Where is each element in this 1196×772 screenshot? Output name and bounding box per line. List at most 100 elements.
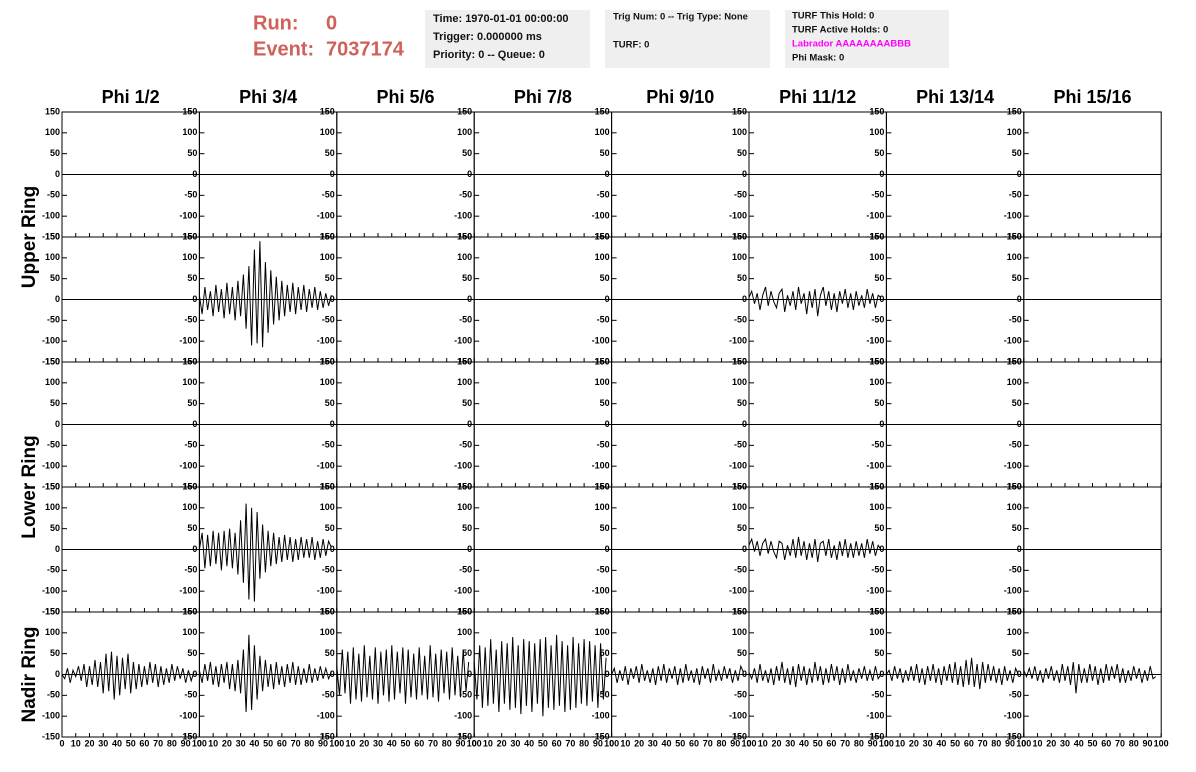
y-tick-label: 0 bbox=[55, 294, 60, 304]
y-tick-label: 0 bbox=[55, 544, 60, 554]
x-tick-label: 50 bbox=[126, 738, 136, 748]
y-tick-label: 100 bbox=[595, 252, 610, 262]
y-tick-label: -50 bbox=[322, 440, 335, 450]
column-title: Phi 5/6 bbox=[376, 87, 434, 107]
y-tick-label: -50 bbox=[47, 690, 60, 700]
x-tick-label: 0 bbox=[609, 738, 614, 748]
y-tick-label: -50 bbox=[734, 440, 747, 450]
y-tick-label: 100 bbox=[457, 627, 472, 637]
y-tick-label: -150 bbox=[42, 731, 60, 741]
y-tick-label: 0 bbox=[605, 544, 610, 554]
x-tick-label: 40 bbox=[249, 738, 259, 748]
y-tick-label: -100 bbox=[592, 461, 610, 471]
y-tick-label: 0 bbox=[1017, 669, 1022, 679]
x-tick-label: 20 bbox=[634, 738, 644, 748]
y-tick-label: -100 bbox=[179, 336, 197, 346]
y-tick-label: -50 bbox=[1009, 190, 1022, 200]
x-tick-label: 70 bbox=[565, 738, 575, 748]
x-tick-label: 0 bbox=[197, 738, 202, 748]
y-tick-label: -100 bbox=[317, 586, 335, 596]
column-title: Phi 15/16 bbox=[1053, 87, 1131, 107]
y-tick-label: 150 bbox=[182, 481, 197, 491]
y-tick-label: -150 bbox=[592, 481, 610, 491]
y-tick-label: -50 bbox=[184, 315, 197, 325]
info-box bbox=[785, 10, 949, 68]
info-text: Priority: 0 -- Queue: 0 bbox=[433, 49, 545, 61]
x-tick-label: 100 bbox=[329, 738, 344, 748]
x-tick-label: 80 bbox=[304, 738, 314, 748]
y-tick-label: 150 bbox=[320, 231, 335, 241]
y-tick-label: -150 bbox=[42, 481, 60, 491]
x-tick-label: 30 bbox=[785, 738, 795, 748]
y-tick-label: -100 bbox=[454, 461, 472, 471]
y-tick-label: 0 bbox=[879, 544, 884, 554]
y-tick-label: 150 bbox=[45, 106, 60, 116]
x-tick-label: 50 bbox=[1087, 738, 1097, 748]
y-tick-label: -50 bbox=[734, 565, 747, 575]
y-tick-label: 100 bbox=[732, 502, 747, 512]
y-tick-label: -150 bbox=[317, 731, 335, 741]
y-tick-label: -100 bbox=[42, 586, 60, 596]
x-tick-label: 100 bbox=[741, 738, 756, 748]
y-tick-label: 50 bbox=[600, 273, 610, 283]
y-tick-label: -50 bbox=[459, 690, 472, 700]
y-tick-label: -100 bbox=[317, 336, 335, 346]
x-tick-label: 90 bbox=[593, 738, 603, 748]
y-tick-label: 100 bbox=[320, 377, 335, 387]
column-title: Phi 11/12 bbox=[779, 87, 856, 107]
y-tick-label: -50 bbox=[459, 315, 472, 325]
y-tick-label: 100 bbox=[869, 127, 884, 137]
y-tick-label: 50 bbox=[737, 523, 747, 533]
y-tick-label: -150 bbox=[1004, 481, 1022, 491]
info-text: Time: 1970-01-01 00:00:00 bbox=[433, 13, 569, 25]
y-tick-label: 150 bbox=[457, 106, 472, 116]
y-tick-label: -150 bbox=[454, 231, 472, 241]
y-tick-label: -50 bbox=[184, 190, 197, 200]
waveform bbox=[748, 536, 882, 563]
x-tick-label: 50 bbox=[263, 738, 273, 748]
y-tick-label: 150 bbox=[182, 356, 197, 366]
y-tick-label: 50 bbox=[325, 273, 335, 283]
y-tick-label: 150 bbox=[869, 106, 884, 116]
y-tick-label: 0 bbox=[467, 169, 472, 179]
x-tick-label: 20 bbox=[909, 738, 919, 748]
y-tick-label: 150 bbox=[595, 231, 610, 241]
y-tick-label: 100 bbox=[457, 502, 472, 512]
y-tick-label: 0 bbox=[742, 169, 747, 179]
y-tick-label: 0 bbox=[192, 419, 197, 429]
ring-label: Lower Ring bbox=[19, 435, 40, 538]
y-tick-label: -100 bbox=[317, 461, 335, 471]
y-tick-label: 150 bbox=[182, 106, 197, 116]
x-tick-label: 90 bbox=[181, 738, 191, 748]
x-tick-label: 10 bbox=[758, 738, 768, 748]
y-tick-label: 50 bbox=[462, 398, 472, 408]
y-tick-label: 150 bbox=[1007, 481, 1022, 491]
waveform bbox=[1023, 661, 1157, 694]
x-tick-label: 0 bbox=[1021, 738, 1026, 748]
y-tick-label: 50 bbox=[600, 523, 610, 533]
y-tick-label: -50 bbox=[597, 190, 610, 200]
info-box bbox=[605, 10, 770, 68]
y-tick-label: -50 bbox=[184, 565, 197, 575]
y-tick-label: -150 bbox=[1004, 731, 1022, 741]
y-tick-label: -50 bbox=[871, 315, 884, 325]
y-tick-label: -150 bbox=[179, 356, 197, 366]
y-tick-label: -50 bbox=[47, 190, 60, 200]
y-tick-label: 100 bbox=[45, 127, 60, 137]
column-title: Phi 9/10 bbox=[646, 87, 714, 107]
x-tick-label: 90 bbox=[1005, 738, 1015, 748]
x-tick-label: 30 bbox=[1060, 738, 1070, 748]
x-tick-label: 60 bbox=[689, 738, 699, 748]
y-tick-label: -150 bbox=[454, 606, 472, 616]
x-tick-label: 90 bbox=[455, 738, 465, 748]
y-tick-label: 0 bbox=[742, 669, 747, 679]
x-tick-label: 50 bbox=[400, 738, 410, 748]
info-text: Trig Num: 0 -- Trig Type: None bbox=[613, 12, 748, 23]
waveform bbox=[198, 503, 332, 602]
y-tick-label: 0 bbox=[879, 669, 884, 679]
y-tick-label: -50 bbox=[1009, 690, 1022, 700]
y-tick-label: 0 bbox=[742, 294, 747, 304]
y-tick-label: -50 bbox=[47, 565, 60, 575]
y-tick-label: 100 bbox=[1007, 627, 1022, 637]
x-tick-label: 80 bbox=[167, 738, 177, 748]
